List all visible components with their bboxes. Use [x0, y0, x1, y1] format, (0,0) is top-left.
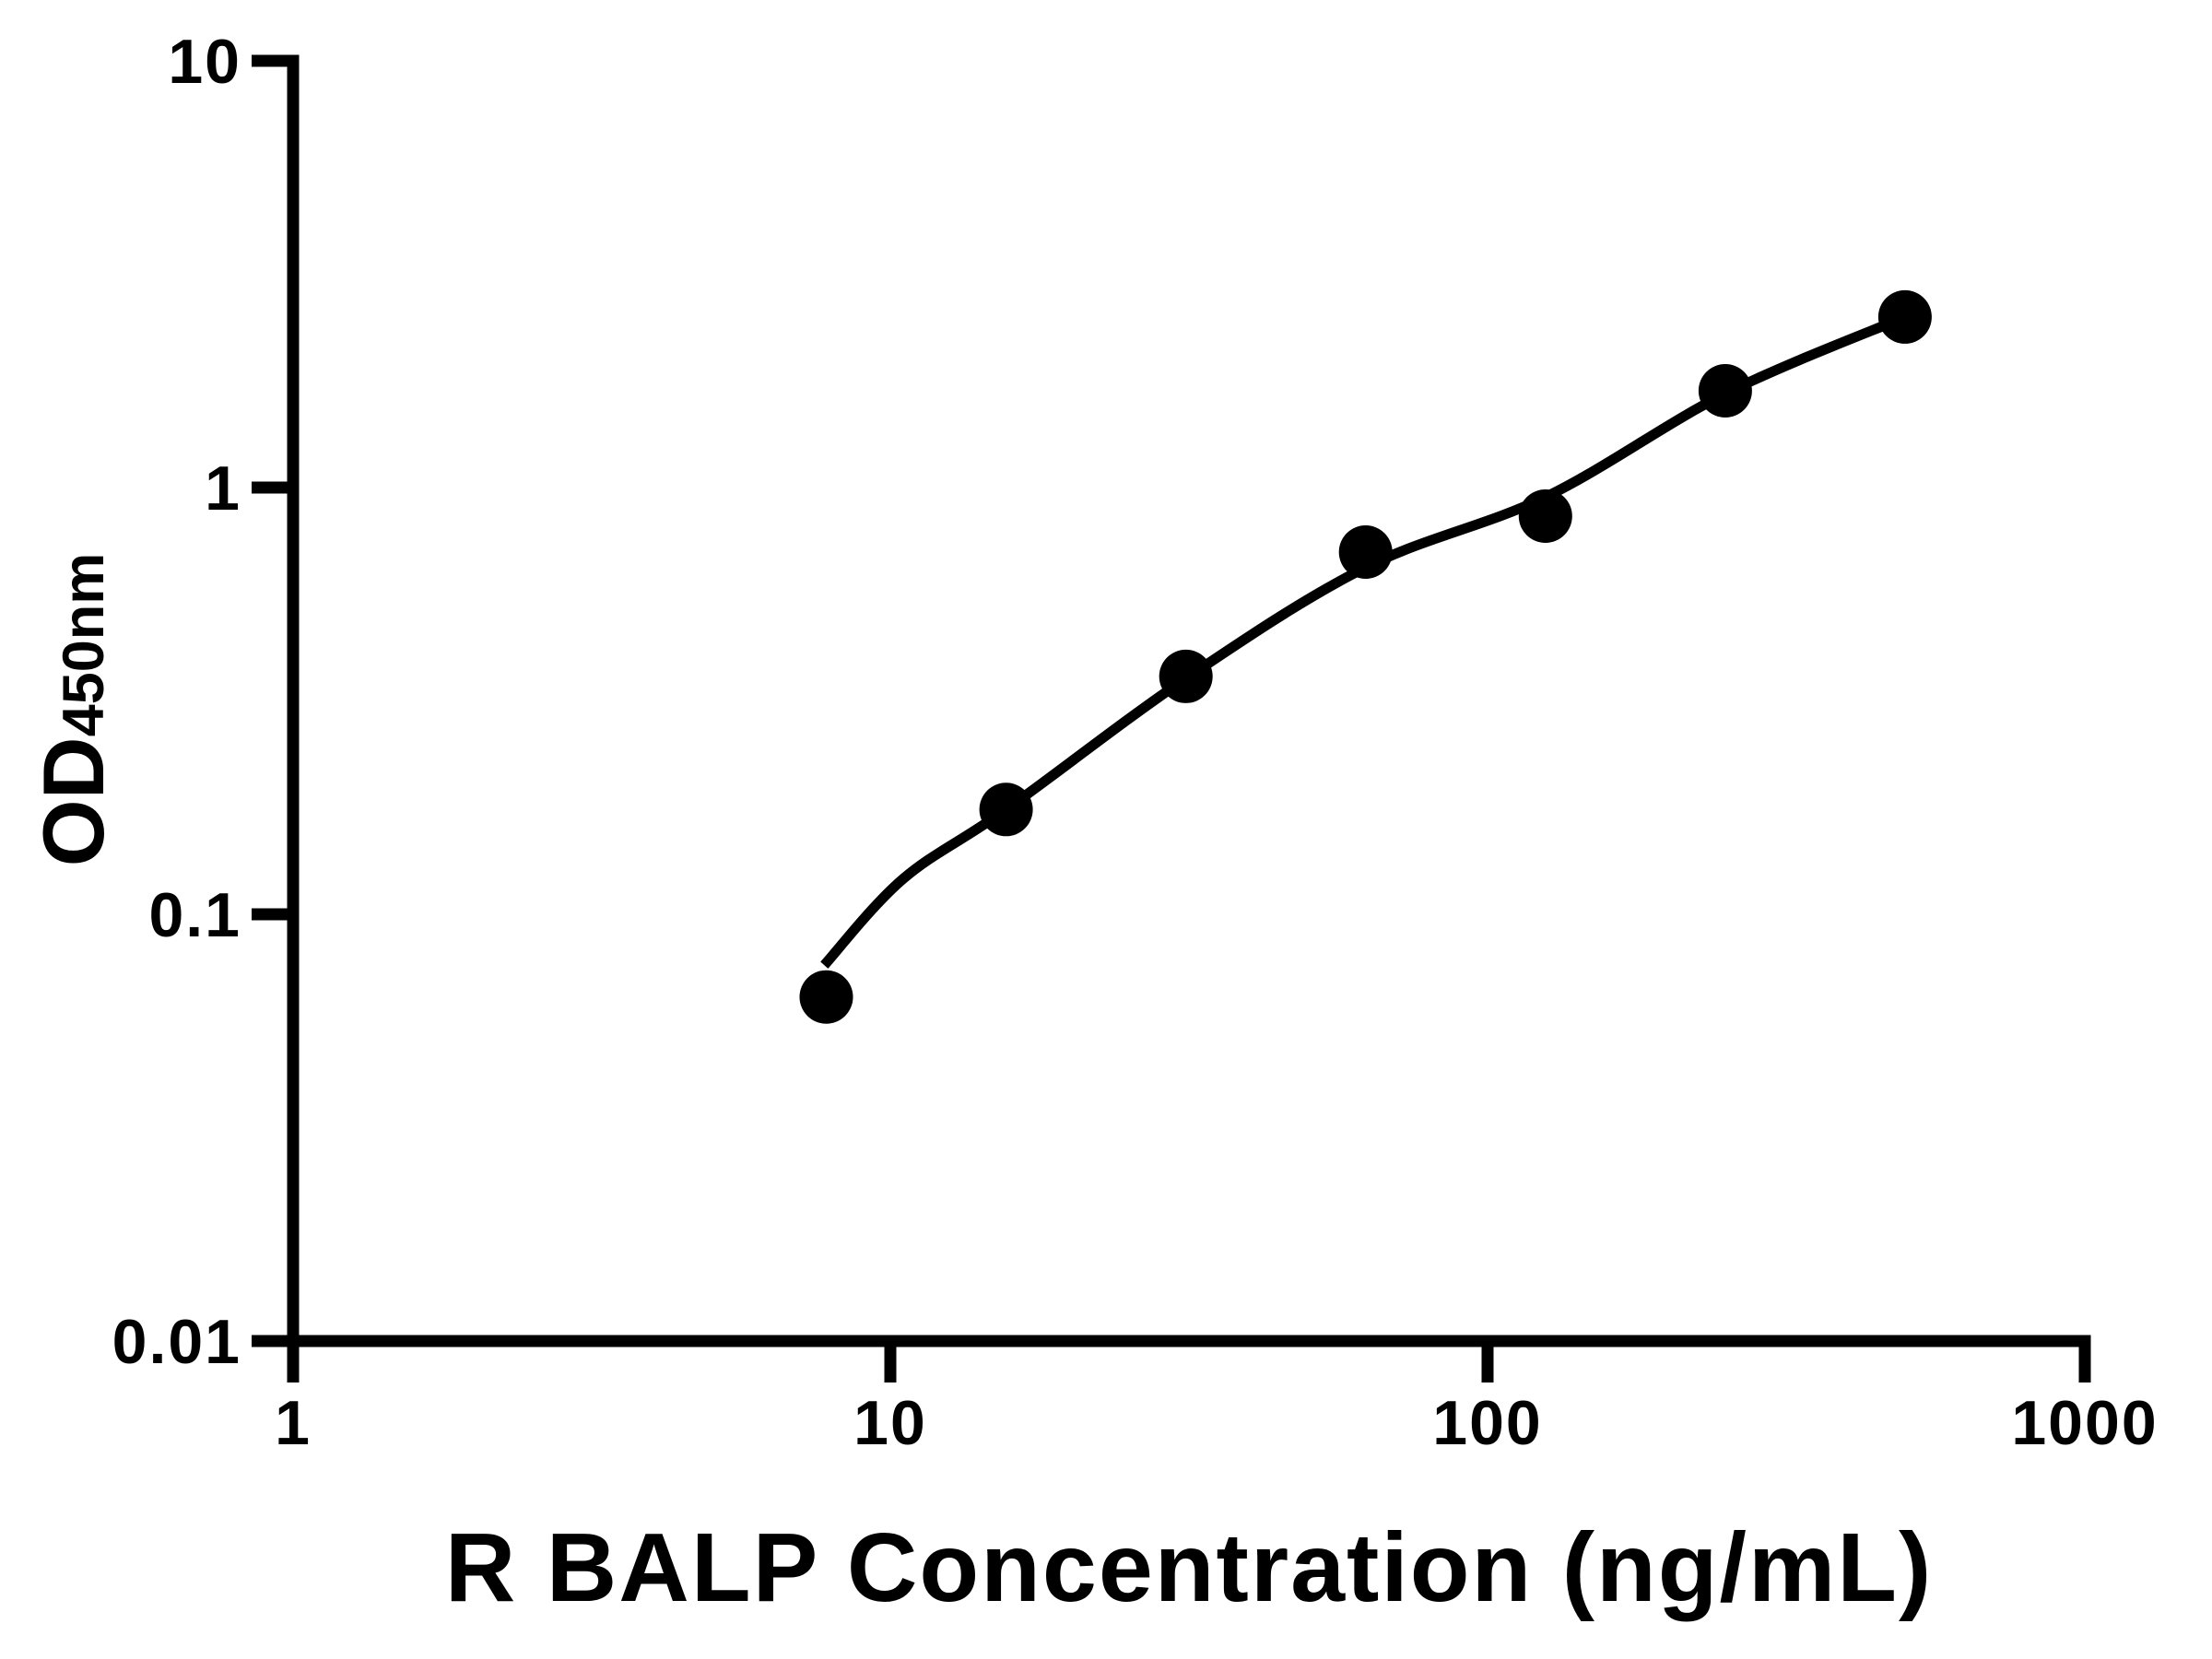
- y-tick-label: 0.1: [148, 880, 241, 950]
- y-tick-label: 10: [168, 27, 241, 97]
- data-point: [1338, 525, 1393, 579]
- x-axis-title: R BALP Concentration (ng/mL): [445, 1513, 1934, 1622]
- x-tick-label: 1000: [2011, 1388, 2158, 1458]
- y-axis-title-main: OD: [25, 736, 122, 866]
- y-tick-label: 0.01: [112, 1307, 241, 1377]
- x-tick-label: 100: [1432, 1388, 1542, 1458]
- data-point: [979, 782, 1033, 837]
- y-tick-label: 1: [205, 453, 241, 524]
- x-tick-label: 1: [275, 1388, 312, 1458]
- data-point: [799, 970, 853, 1024]
- x-tick-label: 10: [853, 1388, 927, 1458]
- y-axis-title: OD450nm: [25, 553, 122, 867]
- data-point: [1698, 364, 1752, 418]
- data-point: [1877, 289, 1932, 344]
- y-axis-title-subscript: 450nm: [52, 553, 116, 737]
- fit-curve-line: [820, 312, 1908, 969]
- data-point: [1518, 489, 1572, 543]
- data-point: [1159, 649, 1213, 703]
